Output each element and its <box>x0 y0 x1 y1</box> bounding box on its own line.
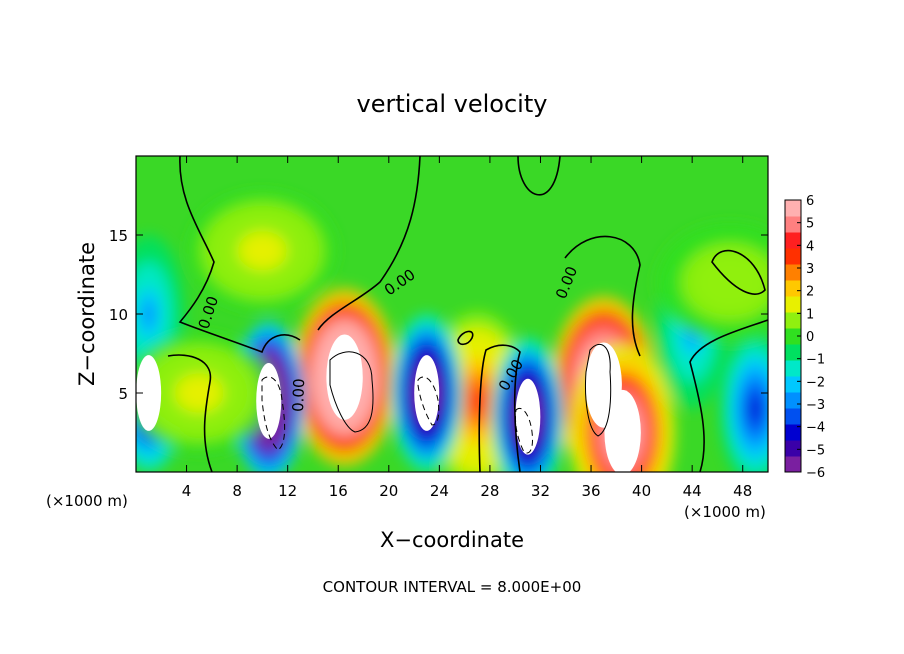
downdraft-core <box>256 362 282 439</box>
max-contour-line <box>329 351 374 433</box>
colorbar-tick-label: −2 <box>806 375 825 390</box>
min-contour-line <box>417 376 440 426</box>
colorbar-tick-label: 1 <box>806 307 814 322</box>
zero-contours <box>167 156 768 472</box>
x-tick-label: 44 <box>683 482 702 500</box>
zero-contour-line <box>564 235 641 357</box>
y-tick-label: 15 <box>109 227 128 245</box>
contour-interval-note: CONTOUR INTERVAL = 8.000E+00 <box>323 578 582 596</box>
colorbar-tick-label: −1 <box>806 353 825 368</box>
colorbar-swatch <box>785 408 801 425</box>
downdraft-core <box>136 355 162 431</box>
x-axis: 4 8 12 16 20 24 28 32 36 40 44 48 <box>182 156 752 500</box>
updraft-core <box>604 389 641 472</box>
colorbar-swatch <box>785 264 801 281</box>
plot-area: 0.00 0.00 0.00 0.00 0.00 <box>135 155 769 473</box>
zero-contour-line <box>317 156 421 331</box>
colorbar-swatch <box>785 456 801 473</box>
y-axis: 5 10 15 <box>109 227 768 403</box>
x-tick-label: 4 <box>182 482 192 500</box>
colorbar-tick-label: 2 <box>806 285 814 300</box>
zero-contour-line <box>457 330 474 346</box>
x-tick-label: 32 <box>531 482 550 500</box>
colorbar-tick-label: 4 <box>806 239 814 254</box>
colorbar-swatch <box>785 344 801 361</box>
colorbar-swatch <box>785 376 801 393</box>
colorbar-swatch <box>785 296 801 313</box>
updraft-core <box>326 334 363 420</box>
colorbar-swatch <box>785 312 801 329</box>
colorbar-tick-label: 0 <box>806 330 814 345</box>
x-tick-label: 16 <box>329 482 348 500</box>
colorbar-swatch <box>785 392 801 409</box>
colorbar-tick-label: −3 <box>806 398 825 413</box>
contour-label: 0.00 <box>289 378 308 412</box>
colorbar-swatch <box>785 424 801 441</box>
colorbar-tick-label: −6 <box>806 466 825 481</box>
colorbar-swatch <box>785 232 801 249</box>
min-contour-line <box>261 376 286 451</box>
colorbar-swatch <box>785 280 801 297</box>
chart-title: vertical velocity <box>357 90 548 118</box>
zero-contour-line <box>178 156 301 354</box>
x-tick-label: 12 <box>278 482 297 500</box>
zero-contour-line <box>167 354 213 472</box>
colorbar-tick-label: 6 <box>806 194 814 209</box>
max-contour-line <box>585 344 612 437</box>
min-contour-line <box>515 408 533 454</box>
colorbar-tick-label: −4 <box>806 421 825 436</box>
weak-updraft-shading <box>250 240 275 261</box>
colorbar-swatch <box>785 200 801 217</box>
colorbar-tick-label: −5 <box>806 443 825 458</box>
colorbar-swatch <box>785 440 801 457</box>
weak-updraft-shading <box>186 383 212 403</box>
colorbar-swatch <box>785 328 801 345</box>
x-unit-right: (×1000 m) <box>684 503 766 521</box>
downdraft-shading <box>142 300 155 328</box>
zero-contour-line <box>478 344 521 472</box>
x-tick-label: 48 <box>733 482 752 500</box>
x-tick-label: 40 <box>632 482 651 500</box>
colorbar-swatch <box>785 360 801 377</box>
x-unit-left: (×1000 m) <box>46 492 128 510</box>
x-tick-label: 36 <box>581 482 600 500</box>
colorbar-swatch <box>785 248 801 265</box>
colorbar-swatch <box>785 216 801 233</box>
y-axis-label: Z−coordinate <box>75 242 99 386</box>
zero-contour-line <box>689 319 768 472</box>
x-tick-label: 8 <box>232 482 242 500</box>
colorbar-tick-label: 5 <box>806 217 814 232</box>
velocity-field <box>136 191 768 472</box>
x-tick-label: 28 <box>480 482 499 500</box>
y-tick-label: 5 <box>118 385 128 403</box>
zero-contour-line <box>711 249 766 295</box>
x-tick-label: 24 <box>430 482 449 500</box>
zero-contour-line <box>517 156 561 196</box>
updraft-shading <box>468 386 487 416</box>
x-axis-label: X−coordinate <box>380 528 524 552</box>
colorbar-tick-label: 3 <box>806 262 814 277</box>
colorbar: 6 5 4 3 2 1 0 −1 −2 −3 −4 −5 −6 <box>784 194 825 481</box>
x-tick-label: 20 <box>379 482 398 500</box>
downdraft-core <box>515 378 541 455</box>
y-tick-label: 10 <box>109 306 128 324</box>
downdraft-shading <box>749 395 762 422</box>
downdraft-core <box>414 355 440 431</box>
